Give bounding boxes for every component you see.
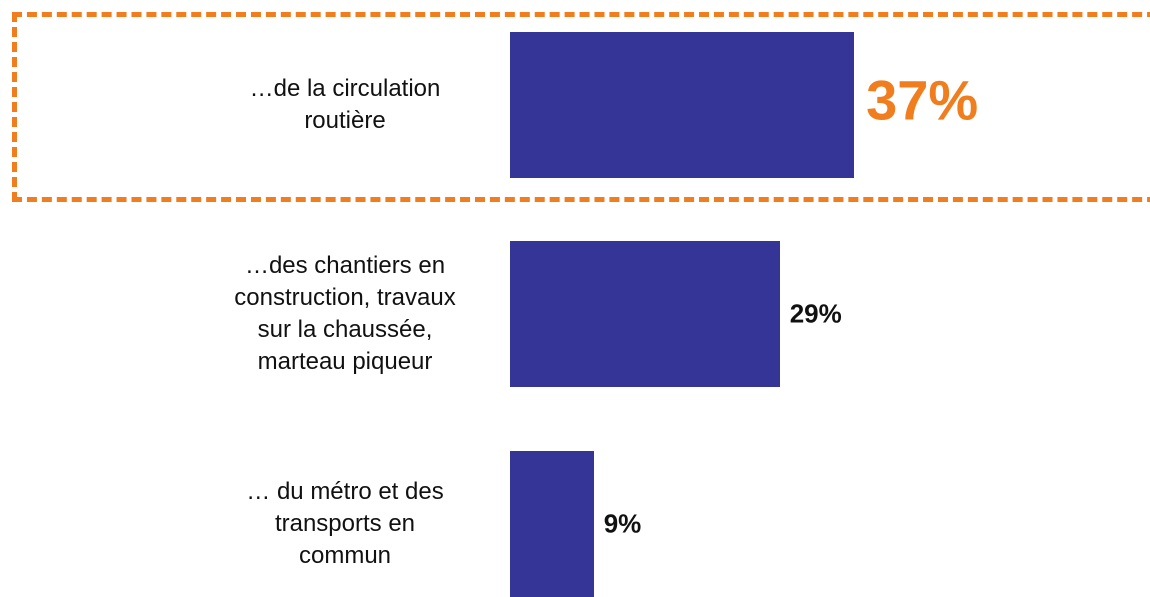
value-label: 29% (789, 298, 842, 329)
value-label: 9% (603, 508, 642, 539)
bar (510, 241, 780, 387)
highlight-box (12, 12, 1150, 202)
value-label: 37% (866, 68, 979, 132)
category-label: … du métro et des transports en commun (246, 478, 444, 569)
category-label: …de la circulation routière (249, 75, 441, 134)
bar (510, 32, 855, 178)
bar (510, 451, 594, 597)
category-label: …des chantiers en construction, travaux … (234, 252, 456, 375)
